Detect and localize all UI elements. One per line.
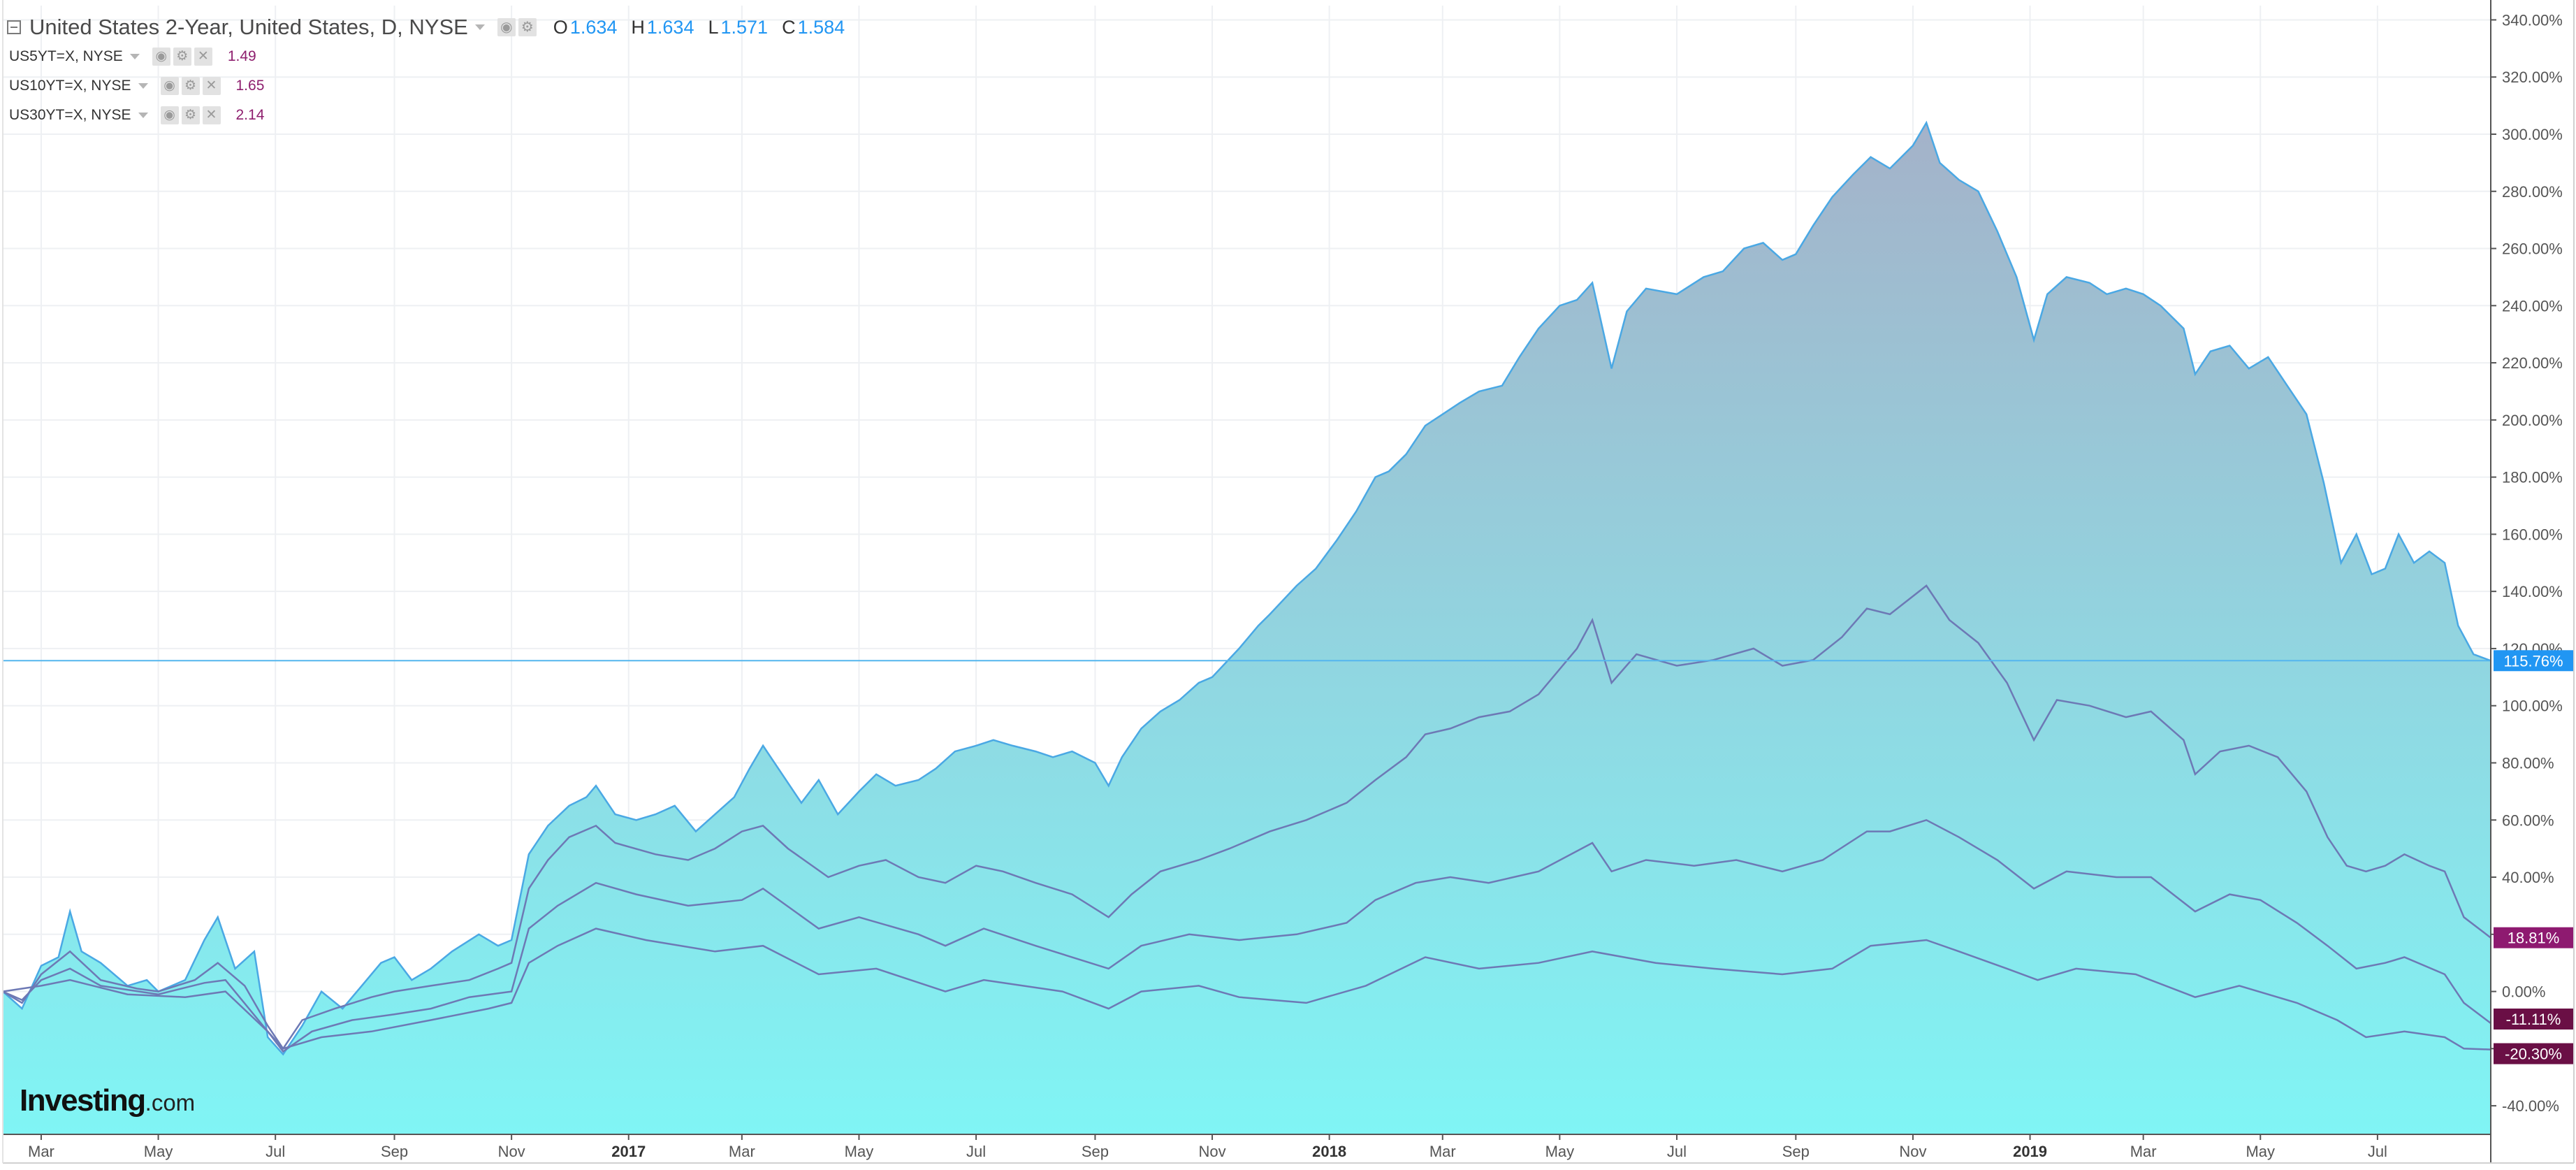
last-value-label-us30y-bg (2494, 1043, 2573, 1064)
gear-icon[interactable]: ⚙ (518, 18, 537, 36)
chevron-down-icon[interactable] (138, 83, 148, 89)
x-tick-label: 2017 (611, 1143, 646, 1160)
brand-name: Investing (20, 1083, 146, 1118)
legend-main-row: United States 2-Year, United States, D, … (7, 13, 845, 42)
series-line-us2y (2, 120, 2491, 1056)
x-tick-label: Mar (729, 1143, 755, 1160)
brand-suffix: .com (145, 1090, 196, 1115)
y-tick-label: 0.00% (2502, 983, 2545, 1001)
legend-main-title: United States 2-Year, United States, D, … (29, 15, 468, 39)
x-tick-label: Mar (1429, 1143, 1456, 1160)
x-tick-label: May (1545, 1143, 1575, 1160)
last-value-label-us5y: 18.81% (2508, 930, 2560, 947)
open-label: O (553, 16, 568, 38)
last-value-label-us2y-bg (2494, 650, 2573, 672)
last-value-label-us5y-bg (2494, 927, 2573, 948)
x-tick-label: Nov (1198, 1143, 1225, 1160)
close-value: 1.584 (797, 16, 845, 38)
x-tick-label: Mar (28, 1143, 54, 1160)
legend-series-label: US5YT=X, NYSE (9, 48, 123, 64)
chevron-down-icon[interactable] (129, 54, 140, 59)
legend-series-value: 1.65 (235, 78, 265, 94)
last-value-label-us30y: -20.30% (2505, 1046, 2562, 1063)
y-tick-label: 140.00% (2502, 583, 2563, 600)
close-label: C (782, 16, 796, 38)
y-tick-label: 180.00% (2502, 469, 2563, 486)
close-icon[interactable]: ✕ (202, 77, 221, 95)
series-line-us5y (2, 584, 2491, 1050)
legend: United States 2-Year, United States, D, … (7, 13, 845, 130)
x-tick-label: Mar (2130, 1143, 2157, 1160)
gear-icon[interactable]: ⚙ (173, 48, 191, 66)
y-tick-label: 80.00% (2502, 754, 2554, 772)
legend-series-label: US10YT=X, NYSE (9, 78, 131, 94)
low-value: 1.571 (720, 16, 769, 38)
gear-icon[interactable]: ⚙ (181, 77, 200, 95)
x-tick-label: Nov (1899, 1143, 1926, 1160)
last-value-label-us2y: 115.76% (2503, 652, 2563, 670)
y-tick-label: -40.00% (2502, 1097, 2559, 1115)
series-line-us30y (2, 927, 2491, 1050)
x-tick-label: 2018 (1312, 1143, 1346, 1160)
y-tick-label: 60.00% (2502, 811, 2554, 829)
y-tick-label: 40.00% (2502, 869, 2554, 886)
low-label: L (708, 16, 719, 38)
x-tick-label: May (144, 1143, 173, 1160)
legend-series-row-us10y: US10YT=X, NYSE ◉ ⚙ ✕ 1.65 (7, 71, 845, 101)
area-fill-us2y (3, 122, 2491, 1135)
eye-icon[interactable]: ◉ (160, 77, 179, 95)
close-icon[interactable]: ✕ (202, 106, 221, 124)
high-value: 1.634 (646, 16, 694, 38)
last-value-label-us10y: -11.11% (2506, 1011, 2561, 1028)
x-tick-label: 2019 (2013, 1143, 2047, 1160)
eye-icon[interactable]: ◉ (160, 106, 179, 124)
y-tick-label: 320.00% (2502, 68, 2563, 86)
investing-logo: Investing.com (20, 1083, 195, 1118)
x-tick-label: May (2246, 1143, 2275, 1160)
last-value-label-us10y-bg (2494, 1008, 2573, 1030)
x-tick-label: May (845, 1143, 874, 1160)
x-tick-label: Jul (1667, 1143, 1687, 1160)
chevron-down-icon[interactable] (138, 113, 148, 118)
eye-icon[interactable]: ◉ (497, 18, 516, 36)
high-label: H (631, 16, 645, 38)
legend-series-label: US30YT=X, NYSE (9, 107, 131, 123)
y-tick-label: 200.00% (2502, 412, 2563, 429)
y-tick-label: 160.00% (2502, 526, 2563, 543)
collapse-icon[interactable] (7, 20, 21, 34)
chevron-down-icon[interactable] (474, 24, 485, 30)
gear-icon[interactable]: ⚙ (181, 106, 200, 124)
series-line-us10y (2, 818, 2491, 1053)
x-tick-label: Sep (381, 1143, 408, 1160)
y-tick-label: 240.00% (2502, 297, 2563, 315)
open-value: 1.634 (569, 16, 618, 38)
x-tick-label: Jul (966, 1143, 986, 1160)
x-tick-label: Nov (498, 1143, 525, 1160)
close-icon[interactable]: ✕ (194, 48, 212, 66)
legend-series-row-us30y: US30YT=X, NYSE ◉ ⚙ ✕ 2.14 (7, 101, 845, 130)
y-tick-label: 300.00% (2502, 126, 2563, 143)
y-tick-label: 100.00% (2502, 698, 2563, 715)
y-tick-label: 260.00% (2502, 240, 2563, 258)
x-tick-label: Sep (1082, 1143, 1109, 1160)
x-tick-label: Jul (2368, 1143, 2387, 1160)
y-tick-label: 280.00% (2502, 183, 2563, 201)
y-tick-label: 220.00% (2502, 354, 2563, 372)
legend-series-value: 2.14 (235, 107, 265, 123)
legend-series-row-us5y: US5YT=X, NYSE ◉ ⚙ ✕ 1.49 (7, 42, 845, 71)
legend-series-value: 1.49 (227, 48, 256, 64)
eye-icon[interactable]: ◉ (152, 48, 170, 66)
x-tick-label: Sep (1782, 1143, 1810, 1160)
y-tick-label: 340.00% (2502, 11, 2563, 29)
x-tick-label: Jul (265, 1143, 285, 1160)
